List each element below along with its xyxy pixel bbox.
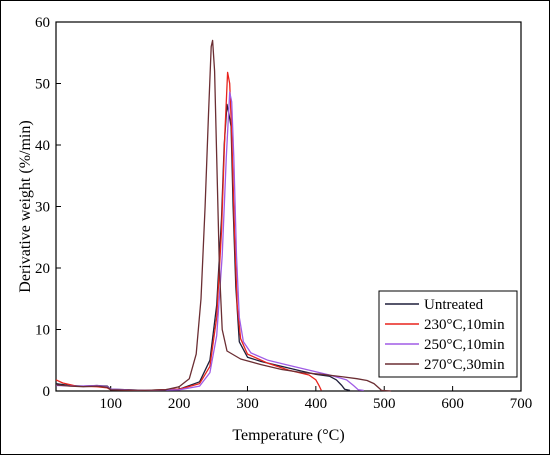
y-tick-label: 10 [35, 323, 50, 339]
x-tick-label: 200 [168, 396, 191, 412]
y-tick-label: 40 [35, 138, 50, 154]
x-tick-label: 700 [510, 396, 533, 412]
y-tick-label: 60 [35, 15, 50, 31]
x-tick-label: 400 [305, 396, 328, 412]
series-line-4 [55, 39, 392, 392]
series-line-3 [55, 91, 364, 392]
series-layer [55, 39, 392, 392]
y-tick-label: 0 [43, 384, 51, 400]
x-tick-label: 600 [441, 396, 464, 412]
series-line-2 [55, 71, 322, 392]
y-tick-label: 20 [35, 261, 50, 277]
legend-label-3: 250°C,10min [424, 337, 505, 353]
legend-box [378, 290, 518, 378]
legend-label-4: 270°C,30min [424, 357, 505, 373]
y-tick-label: 30 [35, 200, 50, 216]
legend-label-2: 230°C,10min [424, 317, 505, 333]
legend: Untreated 230°C,10min 250°C,10min 270°C,30m… [378, 290, 518, 378]
legend-label-1: Untreated [424, 297, 484, 313]
x-tick-label: 500 [373, 396, 396, 412]
y-tick-label: 50 [35, 77, 50, 93]
y-axis-title: Derivative weight (%/min) [17, 120, 34, 292]
x-tick-label: 100 [99, 396, 122, 412]
ticks-layer: 100 200 300 400 500 600 700 0 10 20 30 40 50 60 [35, 15, 532, 412]
x-axis-title: Temperature (°C) [232, 427, 344, 444]
x-tick-label: 300 [236, 396, 259, 412]
